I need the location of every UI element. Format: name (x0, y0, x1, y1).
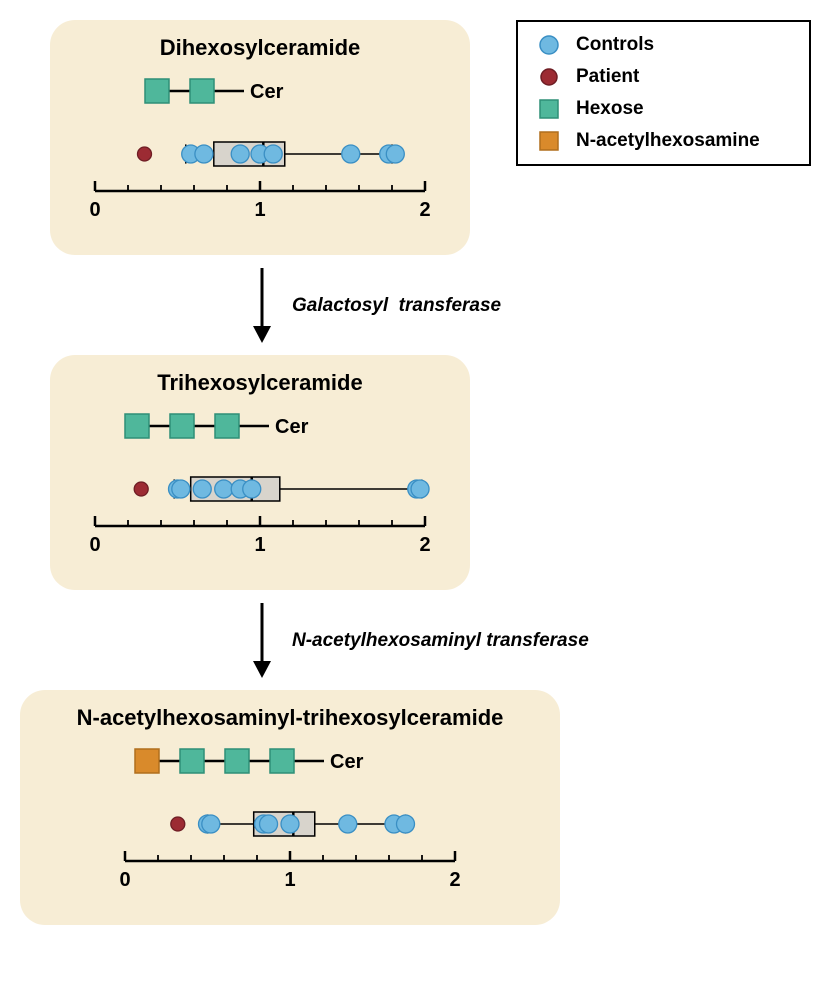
svg-text:Cer: Cer (250, 81, 284, 103)
hexose-marker (536, 98, 562, 120)
svg-text:1: 1 (254, 199, 265, 221)
legend: Controls Patient Hexose N-acetylhexosami… (516, 20, 811, 166)
arrow-label: Galactosyl transferase (292, 295, 501, 317)
svg-text:Cer: Cer (275, 416, 309, 438)
legend-item-nacetyl: N-acetylhexosamine (536, 130, 791, 152)
boxplot-trihexosyl: 0 1 2 (70, 461, 450, 571)
legend-label: Controls (576, 34, 654, 56)
legend-item-controls: Controls (536, 34, 791, 56)
arrow-galactosyl: Galactosyl transferase (250, 268, 501, 343)
panel-trihexosyl: Trihexosylceramide Cer 0 1 2 (50, 355, 470, 590)
svg-text:Cer: Cer (330, 751, 364, 773)
structure-dihexosyl: Cer (135, 71, 385, 111)
panel-dihexosyl: Dihexosylceramide Cer 0 1 2 (50, 20, 470, 255)
panel-nacetyl-trihexosyl: N-acetylhexosaminyl-trihexosylceramide C… (20, 690, 560, 925)
diagram-root: Controls Patient Hexose N-acetylhexosami… (20, 20, 811, 972)
legend-label: Patient (576, 66, 639, 88)
panel-title: Dihexosylceramide (70, 35, 450, 61)
boxplot-dihexosyl: 0 1 2 (70, 126, 450, 236)
structure-nacetyl: Cer (125, 741, 455, 781)
legend-label: Hexose (576, 98, 644, 120)
patient-marker (536, 66, 562, 88)
structure-trihexosyl: Cer (115, 406, 405, 446)
arrow-icon (250, 603, 274, 678)
panel-title: N-acetylhexosaminyl-trihexosylceramide (40, 705, 540, 731)
arrow-nacetyl: N-acetylhexosaminyl transferase (250, 603, 589, 678)
svg-text:0: 0 (119, 869, 130, 891)
svg-text:1: 1 (284, 869, 295, 891)
panel-title: Trihexosylceramide (70, 370, 450, 396)
nacetyl-marker (536, 130, 562, 152)
svg-text:0: 0 (89, 534, 100, 556)
svg-text:0: 0 (89, 199, 100, 221)
svg-text:1: 1 (254, 534, 265, 556)
controls-marker (536, 34, 562, 56)
legend-label: N-acetylhexosamine (576, 130, 760, 152)
legend-item-patient: Patient (536, 66, 791, 88)
legend-item-hexose: Hexose (536, 98, 791, 120)
arrow-label: N-acetylhexosaminyl transferase (292, 630, 589, 652)
arrow-icon (250, 268, 274, 343)
boxplot-nacetyl: 0 1 2 (100, 796, 480, 906)
svg-text:2: 2 (419, 534, 430, 556)
svg-text:2: 2 (419, 199, 430, 221)
svg-text:2: 2 (449, 869, 460, 891)
